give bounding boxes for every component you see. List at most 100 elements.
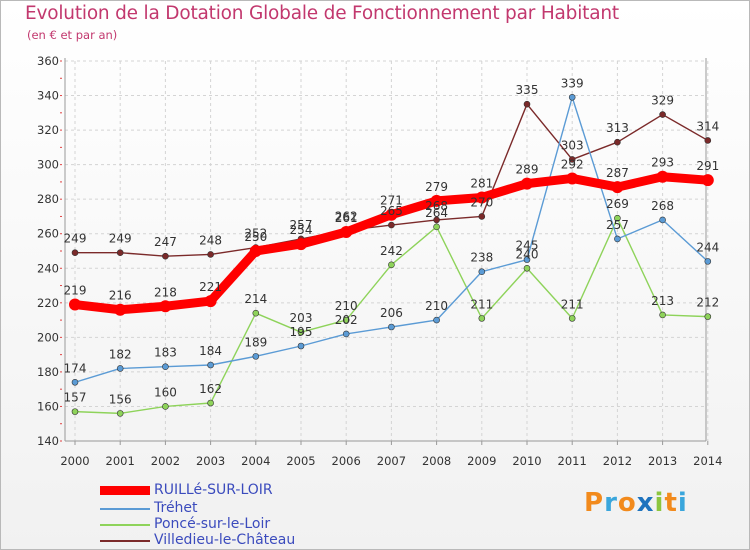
data-label: 211 bbox=[561, 297, 584, 311]
data-label: 291 bbox=[696, 159, 719, 173]
data-label: 268 bbox=[651, 199, 674, 213]
series-villedieu-point bbox=[704, 137, 712, 144]
data-label: 292 bbox=[561, 157, 584, 171]
x-tick-label: 2003 bbox=[196, 454, 225, 468]
series-ponce-point bbox=[207, 399, 214, 407]
series-trehet-point bbox=[478, 268, 486, 276]
y-tick-label: 200 bbox=[37, 330, 59, 344]
data-label: 249 bbox=[109, 232, 132, 246]
data-label: 213 bbox=[651, 294, 674, 308]
series-ruille-point bbox=[521, 177, 533, 190]
series-villedieu-point bbox=[116, 249, 124, 257]
series-ruille-point bbox=[701, 174, 714, 187]
data-label: 157 bbox=[64, 391, 87, 405]
data-label: 242 bbox=[380, 244, 403, 258]
x-tick-label: 2013 bbox=[648, 454, 677, 468]
series-trehet-point bbox=[568, 93, 576, 101]
series-ruille-point bbox=[611, 181, 624, 194]
data-label: 249 bbox=[64, 232, 87, 246]
series-villedieu-point bbox=[388, 221, 395, 229]
x-tick-label: 2001 bbox=[106, 454, 135, 468]
data-label: 206 bbox=[380, 306, 403, 320]
series-trehet-point bbox=[523, 256, 531, 263]
series-villedieu-point bbox=[478, 213, 486, 220]
data-label: 203 bbox=[290, 311, 313, 325]
logo-letter: o bbox=[617, 488, 637, 518]
y-tick-label: 360 bbox=[37, 54, 59, 68]
data-label: 254 bbox=[290, 223, 313, 237]
series-ponce-point bbox=[568, 315, 576, 322]
proxiti-logo: Proxiti bbox=[584, 488, 688, 518]
series-ruille-point bbox=[566, 172, 579, 185]
series-ponce-point bbox=[433, 223, 440, 231]
series-villedieu-point bbox=[162, 252, 169, 260]
series-ruille-point bbox=[656, 170, 669, 183]
data-label: 268 bbox=[425, 199, 448, 213]
data-label: 303 bbox=[561, 138, 584, 152]
chart-ticks: 140 160 180 200 220 240 260 280 300 320 340 360 2000… bbox=[37, 54, 722, 468]
legend-swatch-ponce bbox=[100, 524, 150, 526]
series-villedieu-point bbox=[614, 138, 621, 146]
series-trehet-point bbox=[388, 323, 395, 331]
x-tick-label: 2008 bbox=[422, 454, 451, 468]
data-label: 174 bbox=[64, 361, 87, 375]
x-tick-label: 2012 bbox=[603, 454, 632, 468]
data-label: 238 bbox=[470, 251, 493, 265]
x-tick-label: 2010 bbox=[512, 454, 541, 468]
data-label: 221 bbox=[199, 280, 222, 294]
x-tick-label: 2007 bbox=[377, 454, 406, 468]
logo-letter: t bbox=[664, 488, 678, 518]
series-trehet-point bbox=[71, 378, 79, 386]
data-label: 279 bbox=[425, 180, 448, 194]
series-villedieu-point bbox=[207, 251, 214, 258]
series-ruille-point bbox=[340, 226, 353, 238]
data-label: 313 bbox=[606, 121, 629, 135]
y-tick-label: 160 bbox=[37, 399, 59, 413]
y-tick-label: 300 bbox=[37, 158, 59, 172]
y-tick-label: 320 bbox=[37, 123, 59, 137]
series-trehet-point bbox=[162, 363, 169, 371]
data-label: 289 bbox=[516, 163, 539, 177]
chart-data-labels: 219 216 218 221 250 254 261 271 279 281 289 292 287 2… bbox=[64, 76, 720, 406]
series-ponce-point bbox=[388, 261, 395, 269]
data-label: 265 bbox=[380, 204, 403, 218]
series-ruille-point bbox=[114, 303, 127, 316]
data-label: 250 bbox=[244, 230, 267, 244]
legend-swatch-ruille bbox=[100, 486, 150, 495]
data-label: 156 bbox=[109, 392, 132, 406]
data-label: 329 bbox=[651, 94, 674, 108]
data-label: 210 bbox=[425, 299, 448, 313]
data-label: 195 bbox=[290, 325, 313, 339]
legend-swatch-villedieu bbox=[100, 540, 150, 542]
y-tick-label: 280 bbox=[37, 192, 59, 206]
series-trehet-point bbox=[207, 361, 214, 369]
data-label: 189 bbox=[244, 335, 267, 349]
y-tick-label: 220 bbox=[37, 296, 59, 310]
series-ponce-point bbox=[704, 313, 712, 320]
series-villedieu-point bbox=[659, 111, 666, 118]
series-ruille-point bbox=[295, 238, 307, 251]
data-label: 184 bbox=[199, 344, 222, 358]
data-label: 252 bbox=[244, 227, 267, 241]
series-ruille-point bbox=[475, 191, 488, 204]
series-trehet-point bbox=[659, 216, 666, 224]
series-ponce-point bbox=[523, 264, 531, 272]
logo-letter: x bbox=[636, 488, 655, 518]
series-ponce-point bbox=[252, 309, 260, 317]
data-label: 244 bbox=[696, 240, 719, 254]
series-ponce-point bbox=[162, 403, 169, 410]
data-label: 262 bbox=[335, 209, 358, 223]
data-label: 270 bbox=[470, 195, 493, 209]
data-label: 247 bbox=[154, 235, 177, 249]
logo-letter: r bbox=[604, 488, 618, 518]
logo-letter: i bbox=[677, 488, 688, 518]
series-ruille-point bbox=[385, 208, 398, 221]
series-trehet-point bbox=[433, 316, 440, 324]
data-label: 257 bbox=[290, 218, 313, 232]
series-trehet-point bbox=[342, 330, 350, 338]
data-label: 335 bbox=[516, 83, 539, 97]
chart-grid bbox=[65, 60, 709, 442]
series-ponce-point bbox=[478, 315, 486, 322]
series-ruille-point bbox=[204, 295, 217, 308]
x-tick-label: 2011 bbox=[558, 454, 587, 468]
